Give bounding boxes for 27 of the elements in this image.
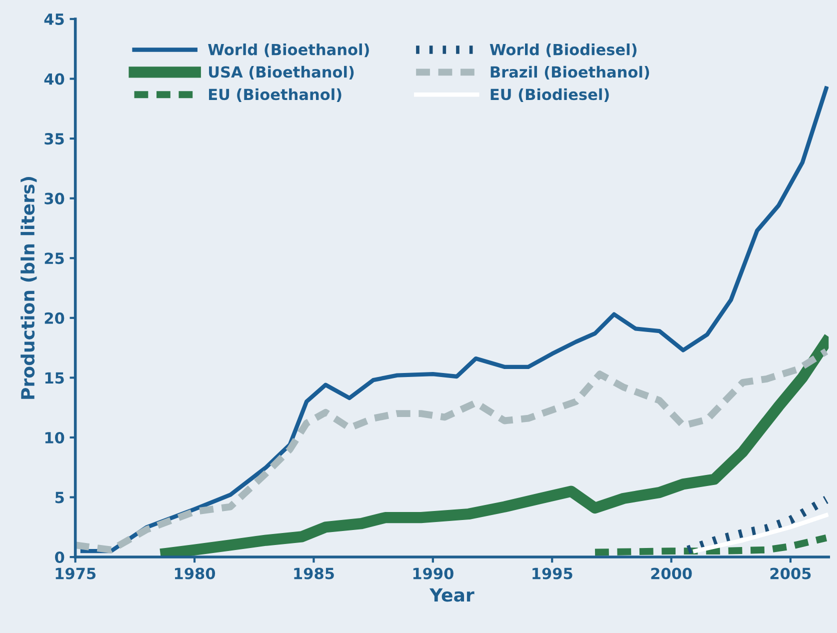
y-tick-label: 30 — [44, 192, 64, 204]
x-tick-label: 1995 — [532, 568, 572, 580]
x-tick-label: 2005 — [770, 568, 811, 580]
line-series — [693, 513, 828, 554]
y-tick-label: 5 — [55, 492, 64, 504]
y-tick-label: 40 — [44, 73, 64, 85]
y-tick-label: 45 — [44, 14, 64, 26]
y-tick-label: 0 — [55, 552, 64, 564]
legend-label: World (Bioethanol) — [208, 44, 369, 58]
y-tick-label: 25 — [44, 252, 64, 264]
y-tick-label: 20 — [44, 312, 64, 324]
line-series — [80, 86, 828, 554]
legend-label: World (Biodiesel) — [490, 44, 636, 58]
legend-label: Brazil (Bioethanol) — [490, 66, 650, 80]
legend-label: EU (Bioethanol) — [209, 88, 342, 102]
x-axis-title: Year — [429, 588, 474, 602]
legend-label: EU (Biodiesel) — [490, 88, 609, 102]
x-tick-label: 2000 — [651, 568, 692, 580]
y-axis-title: Production (bln liters) — [20, 177, 37, 399]
legend-label: USA (Bioethanol) — [209, 66, 354, 80]
y-tick-label: 10 — [45, 432, 64, 444]
y-tick-label: 35 — [44, 133, 64, 145]
x-tick-label: 1980 — [174, 568, 216, 580]
x-tick-label: 1985 — [294, 568, 334, 580]
x-tick-label: 1990 — [413, 568, 454, 580]
x-tick-label: 1975 — [56, 568, 96, 580]
y-tick-label: 15 — [45, 372, 64, 384]
